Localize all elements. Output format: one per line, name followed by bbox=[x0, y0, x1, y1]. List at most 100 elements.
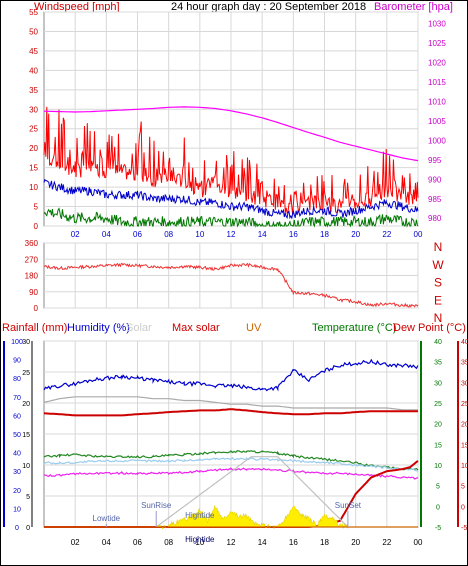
rainfall-tick-label: 60 bbox=[13, 413, 21, 420]
barometer-tick-label: 990 bbox=[428, 175, 442, 184]
barometer-tick-label: 1000 bbox=[428, 136, 446, 145]
humidity-tick-label: 10 bbox=[22, 463, 30, 470]
weather-x-tick-label: 18 bbox=[320, 538, 329, 547]
rainfall-tick-label: 10 bbox=[13, 506, 21, 513]
direction-ticks: 0 90 180 270 360 bbox=[25, 239, 39, 313]
direction-lines bbox=[43, 262, 419, 308]
weather-series-line bbox=[43, 358, 419, 392]
temperature-tick-label: 35 bbox=[434, 360, 442, 367]
weather-x-tick-label: 20 bbox=[351, 538, 360, 547]
rainfall-tick-label: 100 bbox=[11, 339, 23, 346]
barometer-tick-label: 980 bbox=[428, 214, 442, 223]
temperature-label: Temperature (°C) bbox=[312, 322, 396, 334]
windspeed-tick-label: 25 bbox=[29, 125, 38, 134]
wind-series-line bbox=[43, 207, 419, 228]
barometer-tick-label: 1005 bbox=[428, 117, 446, 126]
windspeed-tick-label: 35 bbox=[29, 86, 38, 95]
solar-area bbox=[155, 504, 349, 529]
graph-title: 24 hour graph day : 20 September 2018 bbox=[171, 1, 366, 13]
weather-x-tick-label: 10 bbox=[195, 538, 204, 547]
dewpoint-tick-label: 0 bbox=[461, 504, 465, 511]
humidity-label: Humidity (%) bbox=[67, 322, 130, 334]
barometer-ticks: 980 985 990 995 1000 1005 1010 1015 1020 1025 1030 bbox=[428, 20, 446, 224]
weather-axes: 0102030405060708090100051015202530-50510… bbox=[3, 339, 468, 532]
wind-x-tick-label: 04 bbox=[102, 230, 111, 239]
temperature-tick-label: -5 bbox=[435, 525, 441, 532]
wind-x-tick-label: 08 bbox=[164, 230, 173, 239]
wind-series-line bbox=[43, 106, 419, 216]
temperature-tick-label: 20 bbox=[434, 422, 442, 429]
wind-x-tick-label: 22 bbox=[382, 230, 391, 239]
weather-x-tick-label: 04 bbox=[102, 538, 111, 547]
wind-x-ticks: 02 04 06 08 10 12 14 16 18 20 22 00 bbox=[71, 230, 423, 239]
dew-point-label: Dew Point (°C) bbox=[393, 322, 466, 334]
windspeed-tick-label: 40 bbox=[29, 66, 38, 75]
weather-x-ticks: 02 04 06 08 10 12 14 16 18 20 22 00 bbox=[71, 538, 423, 547]
barometer-tick-label: 995 bbox=[428, 156, 442, 165]
wind-x-tick-label: 02 bbox=[71, 230, 80, 239]
wind-x-tick-label: 10 bbox=[195, 230, 204, 239]
direction-tick-label: 90 bbox=[29, 288, 38, 297]
wind-x-tick-label: 18 bbox=[320, 230, 329, 239]
windspeed-axis-title: Windspeed [mph] bbox=[34, 1, 120, 13]
humidity-tick-label: 0 bbox=[26, 525, 30, 532]
annotation-label: SunRise bbox=[141, 501, 172, 510]
dewpoint-tick-label: 20 bbox=[461, 422, 468, 429]
windspeed-tick-label: 45 bbox=[29, 47, 38, 56]
weather-series-line bbox=[43, 396, 418, 411]
temperature-tick-label: 15 bbox=[434, 442, 442, 449]
compass-label: S bbox=[434, 276, 442, 290]
humidity-tick-label: 30 bbox=[22, 339, 30, 346]
direction-panel-grid bbox=[44, 242, 419, 309]
weather-multi-panel: 0102030405060708090100051015202530-50510… bbox=[3, 339, 468, 547]
max-solar-label: Max solar bbox=[172, 322, 220, 334]
weather-series-line bbox=[43, 449, 419, 471]
weather-series-line bbox=[43, 408, 418, 417]
windspeed-tick-label: 50 bbox=[29, 27, 38, 36]
compass-label: E bbox=[434, 293, 442, 307]
compass-label: W bbox=[432, 258, 444, 272]
rainfall-tick-label: 50 bbox=[13, 432, 21, 439]
direction-tick-label: 180 bbox=[25, 272, 39, 281]
rainfall-label: Rainfall (mm) bbox=[2, 322, 67, 334]
wind-series-line bbox=[43, 106, 419, 162]
weather-series-line bbox=[155, 456, 349, 528]
dewpoint-tick-label: 10 bbox=[461, 463, 468, 470]
direction-tick-label: 270 bbox=[25, 255, 39, 264]
dewpoint-tick-label: 15 bbox=[461, 442, 468, 449]
humidity-tick-label: 5 bbox=[26, 494, 30, 501]
weather-series-line bbox=[43, 456, 419, 472]
weather-x-tick-label: 14 bbox=[258, 538, 267, 547]
windspeed-tick-label: 5 bbox=[34, 203, 39, 212]
humidity-tick-label: 20 bbox=[22, 401, 30, 408]
solar-label: Solar bbox=[126, 322, 152, 334]
weather-x-tick-label: 22 bbox=[382, 538, 391, 547]
windspeed-tick-label: 20 bbox=[29, 144, 38, 153]
dewpoint-tick-label: 40 bbox=[461, 339, 468, 346]
uv-label: UV bbox=[246, 322, 262, 334]
dewpoint-tick-label: 35 bbox=[461, 360, 468, 367]
barometer-tick-label: 1030 bbox=[428, 20, 446, 29]
rainfall-tick-label: 80 bbox=[13, 376, 21, 383]
rainfall-tick-label: 40 bbox=[13, 451, 21, 458]
barometer-tick-label: 1020 bbox=[428, 59, 446, 68]
annotation-label: Lowtide bbox=[93, 514, 121, 523]
temperature-tick-label: 30 bbox=[434, 380, 442, 387]
wind-x-tick-label: 00 bbox=[414, 230, 423, 239]
compass-label: N bbox=[434, 240, 443, 254]
weather-x-tick-label: 16 bbox=[289, 538, 298, 547]
dewpoint-tick-label: 5 bbox=[461, 484, 465, 491]
rainfall-tick-label: 30 bbox=[13, 469, 21, 476]
barometer-tick-label: 1010 bbox=[428, 97, 446, 106]
weather-series-line bbox=[43, 466, 419, 480]
windspeed-tick-label: 15 bbox=[29, 164, 38, 173]
wind-x-tick-label: 06 bbox=[133, 230, 142, 239]
wind-series-line bbox=[43, 178, 419, 220]
compass-label: N bbox=[434, 311, 443, 325]
rainfall-tick-label: 0 bbox=[15, 525, 19, 532]
wind-x-tick-label: 14 bbox=[258, 230, 267, 239]
weather-x-tick-label: 12 bbox=[227, 538, 236, 547]
hightide-label: Hightide bbox=[185, 535, 215, 544]
